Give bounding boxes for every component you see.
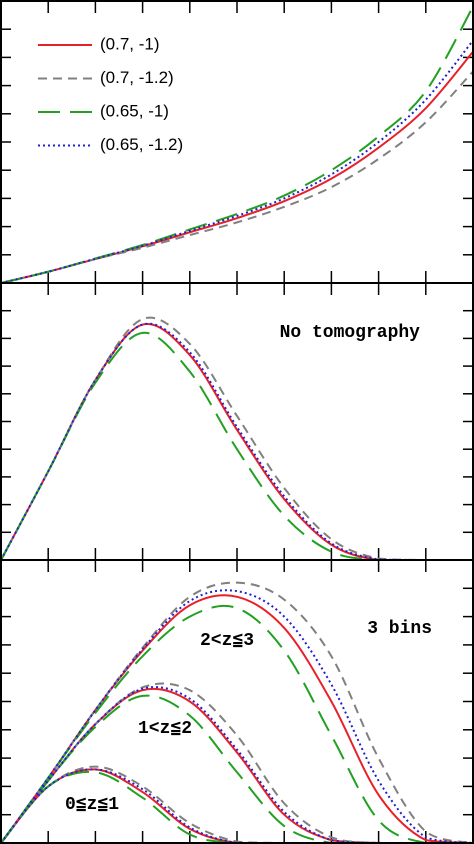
legend-label: (0.7, -1) bbox=[100, 34, 160, 53]
series-line bbox=[0, 589, 474, 844]
panel-frame bbox=[0, 559, 474, 844]
series-line bbox=[0, 682, 473, 844]
series-line bbox=[0, 322, 473, 561]
series-line bbox=[0, 581, 474, 844]
series-line bbox=[0, 686, 473, 844]
series-line bbox=[0, 604, 473, 844]
annotation: 2<z≦3 bbox=[200, 631, 254, 651]
annotation: 0≦z≦1 bbox=[65, 795, 119, 815]
series-line bbox=[0, 70, 474, 284]
series-line bbox=[0, 316, 473, 561]
series-line bbox=[0, 687, 473, 844]
series-line bbox=[0, 51, 474, 284]
legend-label: (0.7, -1.2) bbox=[100, 68, 174, 87]
legend-label: (0.65, -1.2) bbox=[100, 135, 183, 154]
series-line bbox=[0, 331, 473, 561]
series-line bbox=[0, 39, 474, 284]
series-line bbox=[0, 694, 473, 844]
series-line bbox=[0, 594, 474, 844]
series-line bbox=[0, 6, 474, 284]
legend-label: (0.65, -1) bbox=[100, 101, 169, 120]
annotation: 1<z≦2 bbox=[138, 719, 192, 739]
annotation: 3 bins bbox=[367, 619, 432, 639]
series-line bbox=[0, 322, 473, 561]
annotation: No tomography bbox=[280, 323, 421, 343]
series-line bbox=[0, 770, 473, 844]
